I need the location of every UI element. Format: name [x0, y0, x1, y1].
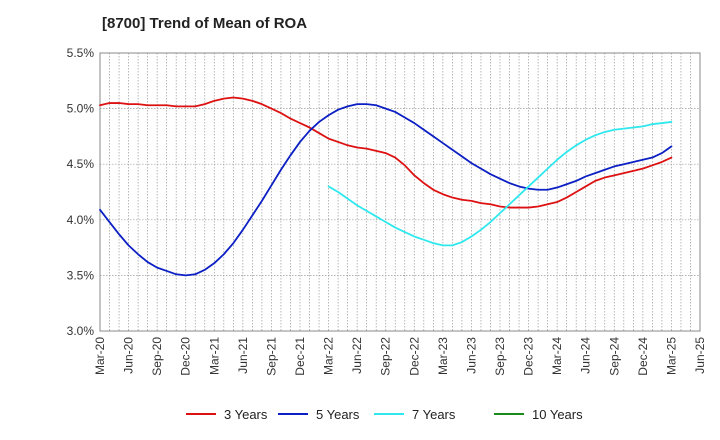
x-tick-label: Mar-22 [322, 337, 336, 375]
x-tick-label: Jun-22 [350, 337, 364, 374]
series-line-3-years [99, 96, 673, 209]
x-tick-label: Dec-23 [522, 337, 536, 376]
y-tick-label: 4.5% [67, 157, 95, 171]
x-tick-label: Dec-21 [293, 337, 307, 376]
x-tick-label: Jun-23 [464, 337, 478, 374]
x-tick-label: Mar-21 [207, 337, 221, 375]
x-tick-label: Jun-25 [693, 337, 707, 374]
x-tick-label: Dec-20 [179, 337, 193, 376]
x-tick-label: Dec-22 [407, 337, 421, 376]
x-tick-label: Mar-25 [664, 337, 678, 375]
x-tick-label: Jun-21 [236, 337, 250, 374]
x-tick-label: Sep-24 [607, 337, 621, 376]
grid [99, 52, 701, 332]
x-axis: Mar-20 Jun-20 Sep-20 Dec-20 Mar-21 Jun-21 Sep-… [93, 337, 707, 376]
x-tick-label: Jun-24 [579, 337, 593, 374]
x-tick-label: Mar-24 [550, 337, 564, 375]
legend-label-5-years: 5 Years [316, 407, 360, 422]
x-tick-label: Sep-20 [150, 337, 164, 376]
legend-label-10-years: 10 Years [532, 407, 583, 422]
x-tick-label: Sep-23 [493, 337, 507, 376]
series-line-5-years [99, 103, 673, 277]
plot-frame [99, 52, 701, 332]
legend-label-7-years: 7 Years [412, 407, 456, 422]
x-tick-label: Sep-21 [264, 337, 278, 376]
y-tick-label: 3.0% [67, 324, 95, 338]
series-lines [99, 96, 673, 277]
y-tick-label: 4.0% [67, 213, 95, 227]
y-tick-label: 5.0% [67, 102, 95, 116]
legend-label-3-years: 3 Years [224, 407, 268, 422]
series-line-7-years [327, 121, 673, 247]
x-tick-label: Mar-20 [93, 337, 107, 375]
y-axis: 3.0% 3.5% 4.0% 4.5% 5.0% 5.5% [67, 46, 95, 338]
x-tick-label: Dec-24 [636, 337, 650, 376]
y-tick-label: 3.5% [67, 268, 95, 282]
y-tick-label: 5.5% [67, 46, 95, 60]
legend: 3 Years 5 Years 7 Years 10 Years [186, 407, 583, 422]
x-tick-label: Jun-20 [122, 337, 136, 374]
x-tick-label: Sep-22 [379, 337, 393, 376]
x-tick-label: Mar-23 [436, 337, 450, 375]
chart-title: [8700] Trend of Mean of ROA [102, 15, 307, 32]
